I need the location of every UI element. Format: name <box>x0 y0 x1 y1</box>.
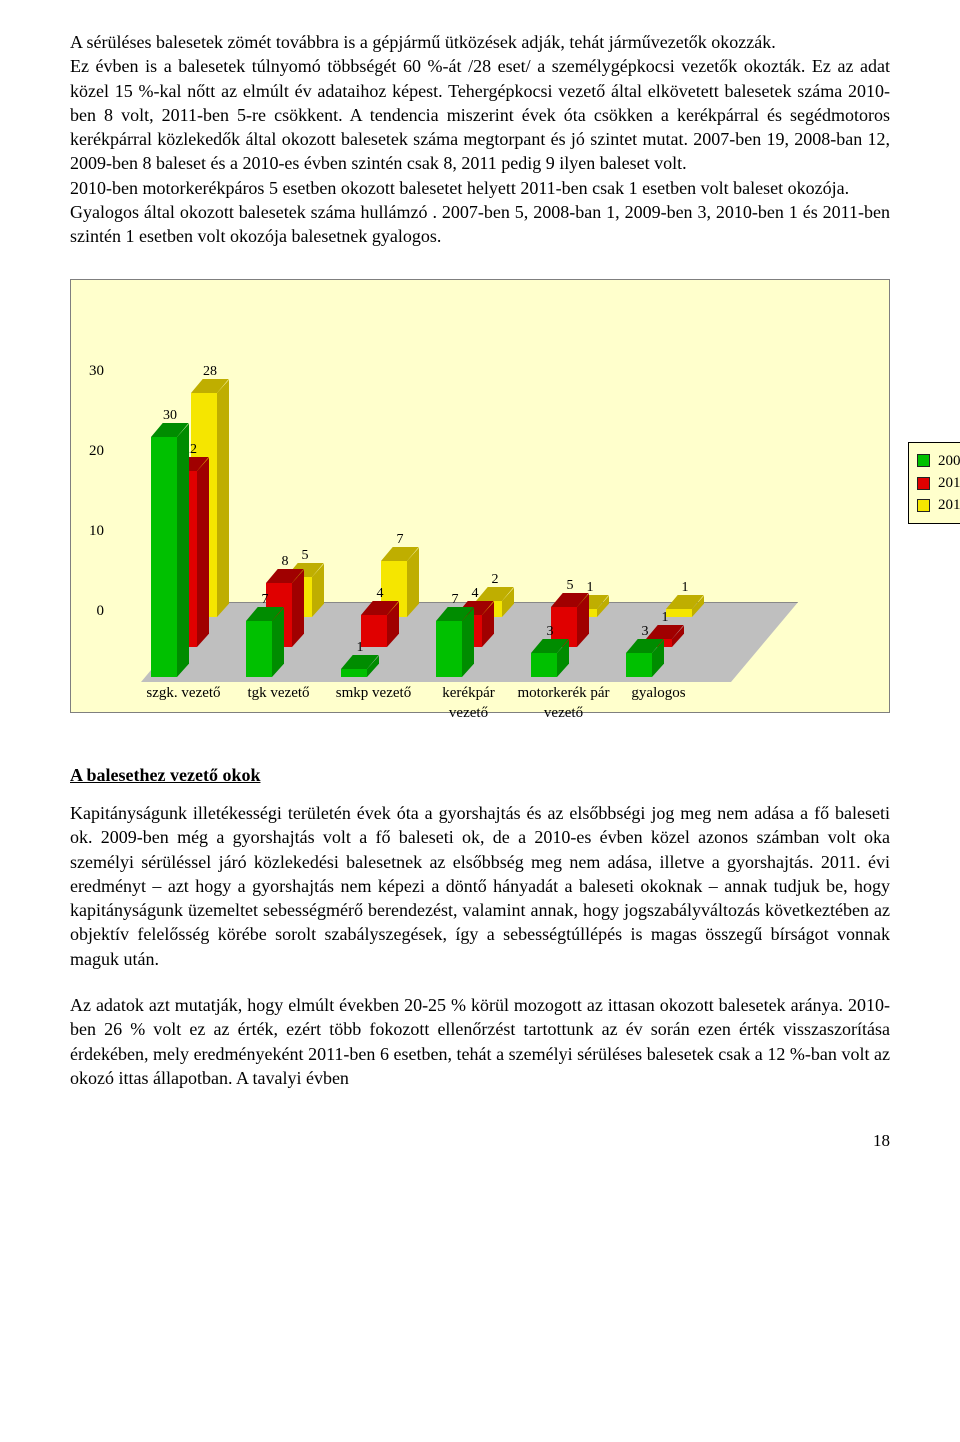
y-tick-20: 20 <box>89 441 104 461</box>
y-tick-10: 10 <box>89 521 104 541</box>
x-label-szgk: szgk. vezető <box>136 683 231 724</box>
x-label-gyalogos: gyalogos <box>611 683 706 724</box>
bar-value: 30 <box>155 407 185 426</box>
bar-value: 1 <box>670 579 700 598</box>
para-1: A sérüléses balesetek zömét továbbra is … <box>70 30 890 54</box>
y-tick-0: 0 <box>97 601 105 621</box>
bar: 1 <box>341 669 367 677</box>
x-label-kerekpar: kerékpár vezető <box>421 683 516 724</box>
bar-value: 5 <box>555 577 585 596</box>
bar-value: 28 <box>195 363 225 382</box>
para-6: Az adatok azt mutatják, hogy elmúlt évek… <box>70 993 890 1090</box>
bar-value: 1 <box>345 639 375 658</box>
bar: 30 <box>151 437 177 677</box>
bar-chart-3d: 0 10 20 30 282230587741247153113 szgk. v… <box>126 302 859 682</box>
bar: 3 <box>531 653 557 677</box>
x-label-smkp: smkp vezető <box>326 683 421 724</box>
page-number: 18 <box>70 1130 890 1153</box>
section-heading: A balesethez vezető okok <box>70 763 260 787</box>
bar-value: 3 <box>535 623 565 642</box>
legend-2009: 2009 <box>917 451 960 471</box>
bar-value: 8 <box>270 553 300 572</box>
chart-frame: 0 10 20 30 282230587741247153113 szgk. v… <box>70 279 890 713</box>
x-label-motorkerek: motorkerék pár vezető <box>516 683 611 724</box>
bar-value: 3 <box>630 623 660 642</box>
x-label-tgk: tgk vezető <box>231 683 326 724</box>
legend-2011: 2011 <box>917 495 960 515</box>
bar-value: 7 <box>385 531 415 550</box>
chart-legend: 2009 2010 2011 <box>908 442 960 525</box>
para-3: 2010-ben motorkerékpáros 5 esetben okozo… <box>70 176 890 200</box>
legend-2010: 2010 <box>917 473 960 493</box>
bar: 3 <box>626 653 652 677</box>
bar-value: 7 <box>440 591 470 610</box>
bar-value: 4 <box>365 585 395 604</box>
x-axis-labels: szgk. vezető tgk vezető smkp vezető keré… <box>136 683 756 724</box>
para-5: Kapitányságunk illetékességi területén é… <box>70 801 890 971</box>
para-2: Ez évben is a balesetek túlnyomó többség… <box>70 54 890 175</box>
bar: 7 <box>246 621 272 677</box>
para-4: Gyalogos által okozott balesetek száma h… <box>70 200 890 249</box>
bar-value: 7 <box>250 591 280 610</box>
bar: 7 <box>436 621 462 677</box>
y-tick-30: 30 <box>89 361 104 381</box>
